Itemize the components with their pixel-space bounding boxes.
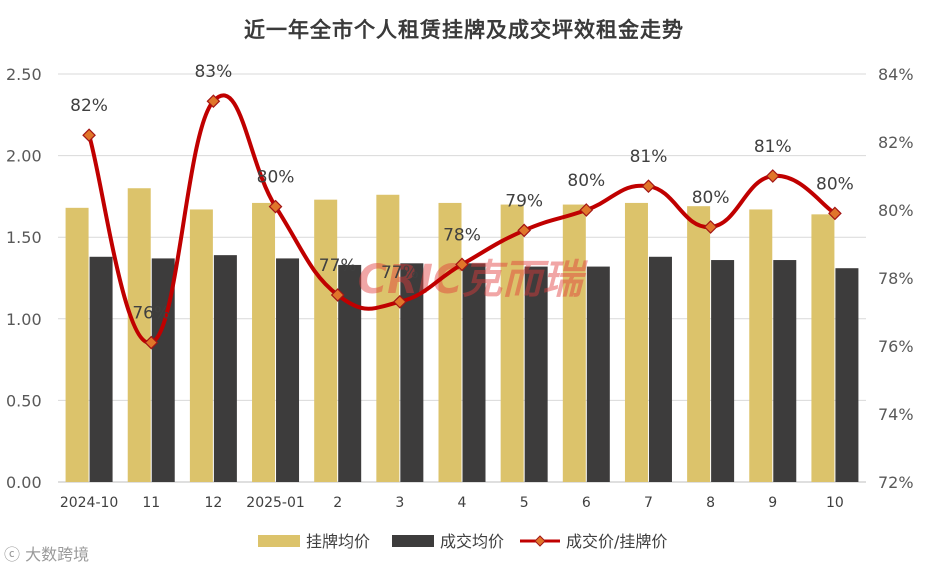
- ratio-marker: [765, 169, 780, 183]
- bar-deal-price: [711, 260, 735, 482]
- bar-deal-price: [524, 266, 548, 482]
- ratio-marker: [455, 257, 469, 272]
- x-tick-label: 5: [520, 495, 529, 511]
- x-tick-label: 9: [768, 495, 777, 511]
- legend-label-listing: 挂牌均价: [306, 532, 370, 551]
- legend-swatch-deal: [392, 535, 434, 547]
- y-right-tick-label: 72%: [878, 473, 914, 492]
- bar-listing-price: [189, 209, 213, 482]
- x-tick-label: 2024-10: [60, 495, 119, 511]
- y-right-tick-label: 84%: [878, 65, 914, 84]
- ratio-data-label: 80%: [567, 171, 605, 191]
- ratio-data-label: 77%: [381, 263, 419, 283]
- ratio-data-label: 77%: [319, 256, 357, 276]
- bar-deal-price: [835, 268, 859, 482]
- bar-listing-price: [376, 194, 400, 482]
- legend-marker-ratio: [534, 535, 546, 547]
- x-tick-label: 8: [706, 495, 715, 511]
- bar-deal-price: [462, 263, 486, 482]
- x-tick-label: 2: [333, 495, 342, 511]
- bar-listing-price: [811, 214, 835, 483]
- y-right-tick-label: 82%: [878, 133, 914, 152]
- bar-listing-price: [687, 206, 711, 482]
- x-tick-label: 4: [458, 495, 467, 511]
- bar-listing-price: [624, 202, 648, 483]
- ratio-marker: [828, 206, 842, 221]
- y-right-tick-label: 76%: [878, 337, 914, 356]
- bar-deal-price: [773, 260, 797, 482]
- x-tick-label: 2025-01: [246, 495, 305, 511]
- y-right-tick-label: 80%: [878, 201, 914, 220]
- y-left-tick-label: 1.00: [6, 310, 42, 329]
- x-tick-label: 11: [142, 495, 160, 511]
- corner-watermark-text: 大数跨境: [25, 545, 90, 564]
- y-left-tick-label: 0.50: [6, 391, 42, 410]
- ratio-data-label: 81%: [630, 147, 668, 167]
- legend-swatch-listing: [258, 535, 300, 547]
- ratio-data-label: 83%: [194, 62, 232, 82]
- bar-deal-price: [213, 255, 237, 482]
- bar-deal-price: [400, 263, 424, 482]
- ratio-data-label: 82%: [70, 96, 108, 116]
- ratio-data-label: 80%: [816, 174, 854, 194]
- ratio-marker: [392, 294, 407, 309]
- ratio-marker: [579, 203, 594, 217]
- corner-watermark-icon: ⓒ: [4, 545, 21, 564]
- ratio-marker: [517, 223, 532, 238]
- bar-deal-price: [276, 258, 300, 482]
- bar-listing-price: [252, 202, 276, 483]
- bar-listing-price: [65, 207, 89, 482]
- bar-listing-price: [562, 204, 586, 482]
- x-tick-label: 10: [826, 495, 844, 511]
- ratio-data-label: 79%: [505, 191, 543, 211]
- bar-deal-price: [89, 256, 113, 482]
- ratio-data-label: 80%: [257, 168, 295, 188]
- center-watermark: CRIC克而瑞: [358, 257, 588, 303]
- chart-title: 近一年全市个人租赁挂牌及成交坪效租金走势: [244, 18, 684, 42]
- x-tick-label: 7: [644, 495, 653, 511]
- legend-label-deal: 成交均价: [440, 532, 504, 551]
- y-left-tick-label: 0.00: [6, 473, 42, 492]
- ratio-marker: [82, 128, 96, 143]
- x-tick-label: 6: [582, 495, 591, 511]
- y-left-tick-label: 2.50: [6, 65, 42, 84]
- x-tick-label: 12: [204, 495, 222, 511]
- legend-label-ratio: 成交价/挂牌价: [566, 532, 667, 551]
- y-left-tick-label: 1.50: [6, 228, 42, 247]
- bar-deal-price: [586, 266, 610, 482]
- ratio-data-label: 80%: [692, 188, 730, 208]
- ratio-marker: [268, 199, 283, 214]
- ratio-data-label: 78%: [443, 225, 481, 245]
- bar-deal-price: [338, 264, 362, 482]
- ratio-marker: [206, 94, 221, 109]
- bar-listing-price: [500, 204, 524, 482]
- ratio-marker: [330, 288, 345, 302]
- bar-listing-price: [749, 209, 773, 482]
- y-right-tick-label: 74%: [878, 405, 914, 424]
- bar-deal-price: [648, 256, 672, 482]
- ratio-data-label: 81%: [754, 137, 792, 157]
- corner-watermark: ⓒ 大数跨境: [4, 541, 89, 565]
- ratio-marker: [641, 179, 656, 194]
- bar-deal-price: [151, 258, 175, 482]
- ratio-marker: [144, 335, 159, 350]
- ratio-marker: [703, 220, 718, 234]
- x-tick-label: 3: [395, 495, 404, 511]
- y-right-tick-label: 78%: [878, 269, 914, 288]
- bar-listing-price: [438, 202, 462, 483]
- bar-listing-price: [314, 199, 338, 482]
- y-left-tick-label: 2.00: [6, 147, 42, 166]
- ratio-data-label: 76%: [132, 304, 170, 324]
